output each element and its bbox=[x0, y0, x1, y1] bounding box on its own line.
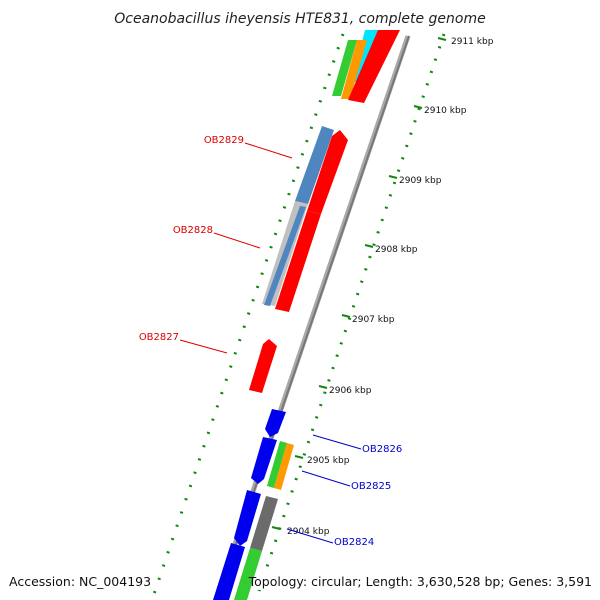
accession-text: Accession: NC_004193 bbox=[9, 574, 151, 589]
gene-label-ob2825[interactable]: OB2825 bbox=[351, 481, 391, 492]
tick-2909 bbox=[388, 175, 398, 179]
gene-red-top bbox=[348, 30, 400, 103]
inner-tick-ring bbox=[150, 33, 345, 600]
leader-ob2826 bbox=[312, 434, 362, 450]
gene-green-2905 bbox=[267, 441, 287, 488]
gene-ob2827-feature bbox=[249, 339, 277, 393]
gene-ob2826-feature bbox=[265, 409, 286, 437]
kbp-label-2907: 2907 kbp bbox=[352, 315, 395, 325]
leader-ob2829 bbox=[244, 142, 293, 159]
topology-text: Topology: circular; Length: 3,630,528 bp… bbox=[248, 574, 592, 589]
leader-ob2825 bbox=[301, 470, 351, 487]
tick-2905 bbox=[294, 455, 304, 459]
footer-backing-right bbox=[258, 572, 594, 590]
gene-ob2825-feature bbox=[274, 443, 294, 490]
gene-labels: OB2829 OB2828 OB2827 OB2826 OB2825 OB282… bbox=[139, 135, 402, 548]
kbp-label-2908: 2908 kbp bbox=[375, 245, 418, 255]
gene-ob2829-feature bbox=[295, 126, 334, 204]
leader-ob2828 bbox=[213, 232, 261, 249]
kbp-ruler: 2911 kbp 2910 kbp 2909 kbp 2908 kbp 2907… bbox=[271, 37, 494, 537]
gene-label-ob2826[interactable]: OB2826 bbox=[362, 444, 402, 455]
gene-orange-top bbox=[341, 40, 367, 99]
gene-ob2828-feature bbox=[264, 206, 306, 306]
gene-label-ob2828[interactable]: OB2828 bbox=[173, 225, 213, 236]
gene-ob2824-feature bbox=[250, 496, 278, 551]
gene-label-ob2829[interactable]: OB2829 bbox=[204, 135, 244, 146]
map-title: Oceanobacillus iheyensis HTE831, complet… bbox=[114, 11, 485, 27]
gene-label-ob2827[interactable]: OB2827 bbox=[139, 332, 179, 343]
gene-green-top bbox=[332, 40, 357, 96]
footer-backing-left bbox=[6, 572, 146, 590]
tick-2904 bbox=[271, 526, 281, 530]
tick-2910 bbox=[413, 105, 423, 109]
kbp-label-2906: 2906 kbp bbox=[329, 386, 372, 396]
gene-green-bottom bbox=[234, 548, 262, 600]
kbp-label-2904: 2904 kbp bbox=[287, 527, 330, 537]
leader-ob2824 bbox=[286, 528, 334, 544]
gene-label-ob2824[interactable]: OB2824 bbox=[334, 537, 374, 548]
kbp-label-2911: 2911 kbp bbox=[451, 37, 494, 47]
gene-red-2909 bbox=[307, 130, 348, 214]
tick-2907 bbox=[341, 314, 351, 318]
tick-2906 bbox=[318, 385, 328, 389]
gene-blue-2904 bbox=[234, 490, 261, 546]
leader-ob2827 bbox=[179, 339, 228, 354]
tick-2911 bbox=[437, 37, 447, 41]
gene-blue-2905 bbox=[251, 437, 277, 484]
gene-blue-bottom bbox=[213, 543, 245, 600]
kbp-label-2905: 2905 kbp bbox=[307, 456, 350, 466]
gene-red-2908 bbox=[275, 211, 321, 312]
tick-2908 bbox=[364, 244, 374, 248]
kbp-label-2910: 2910 kbp bbox=[424, 106, 467, 116]
kbp-label-2909: 2909 kbp bbox=[399, 176, 442, 186]
